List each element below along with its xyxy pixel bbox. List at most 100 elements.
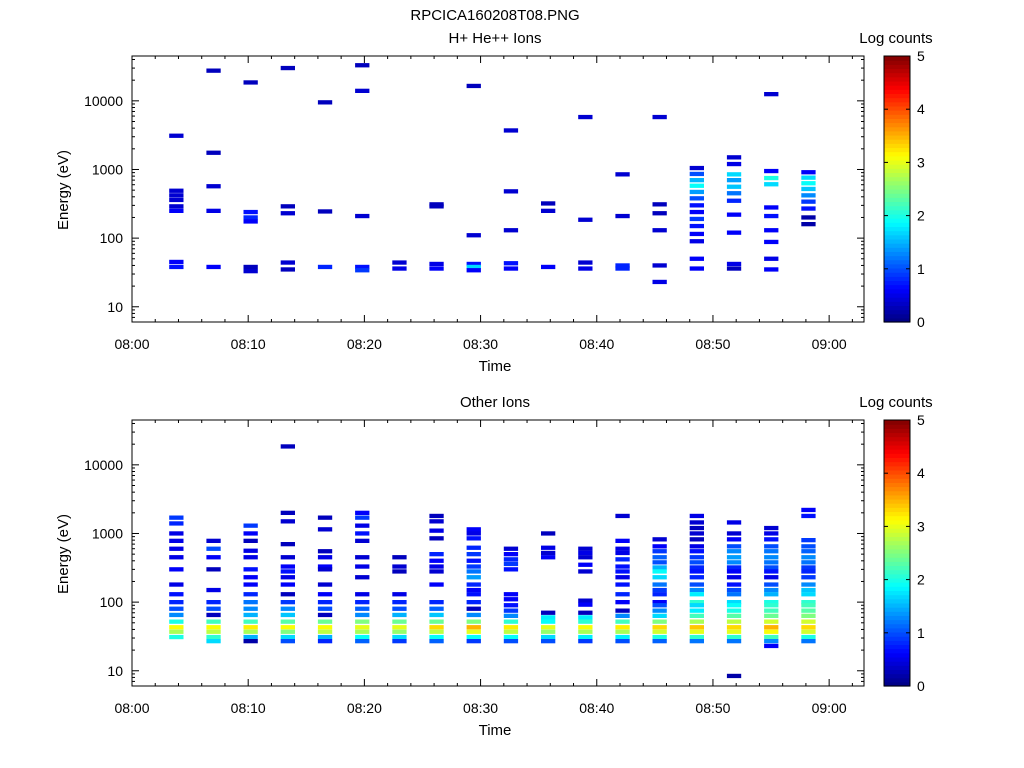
heatmap-cell [280,575,295,580]
heatmap-cell [169,521,184,526]
heatmap-cell [652,537,667,542]
heatmap-cell [280,65,295,71]
colorbar-segment [884,272,910,277]
colorbar-frame [883,419,911,687]
heatmap-cell [726,261,742,267]
heatmap-cell [503,603,519,608]
heatmap-cell [280,619,295,624]
heatmap-cell [652,555,667,560]
colorbar-segment [884,243,910,248]
colorbar-segment [884,238,910,244]
heatmap-cell [541,208,556,213]
heatmap-cell [801,587,816,593]
colorbar-segment [884,60,910,65]
heatmap-cell [801,608,816,613]
colorbar-segment [884,681,910,687]
heatmap-cell [355,634,370,640]
heatmap-cell [578,569,593,574]
heatmap-cell [280,555,295,560]
heatmap-cell [726,155,742,160]
heatmap-cell [466,612,481,618]
colorbar-tick-label: 0 [917,678,925,694]
heatmap-cell [689,203,704,208]
heatmap-cell [801,215,816,220]
heatmap-cell [726,198,742,203]
colorbar-segment [884,284,910,290]
heatmap-cell [503,567,519,572]
y-axis-label: Energy (eV) [55,514,72,594]
heatmap-cell [801,549,816,554]
heatmap-cell [280,519,295,524]
colorbar-segment [884,130,910,136]
heatmap-cell [652,619,667,624]
heatmap-cell [801,555,816,560]
colorbar-segment [884,89,910,95]
heatmap-cell [689,537,704,542]
heatmap-cell [652,629,667,634]
heatmap-cell [726,603,742,608]
colorbar-segment [884,76,910,82]
heatmap-cell [764,600,779,605]
colorbar-segment [884,122,910,128]
heatmap-cell [615,613,630,618]
heatmap-cell [503,557,519,562]
heatmap-cell [726,673,742,679]
heatmap-cell [169,204,184,209]
heatmap-cell [355,264,370,270]
heatmap-cell [689,183,704,188]
heatmap-cell [652,544,667,549]
heatmap-cell [689,525,704,531]
colorbar-segment [884,64,910,70]
heatmap-cell [615,569,630,574]
heatmap-cell [503,629,519,634]
colorbar-segment [884,482,910,488]
colorbar-segment [884,213,910,219]
heatmap-cell [355,555,370,560]
heatmap-cell [429,582,444,587]
heatmap-cell [689,513,704,519]
colorbar-segment [884,230,910,236]
colorbar-segment [884,420,910,425]
heatmap-cell [392,555,407,560]
heatmap-cell [169,259,184,265]
colorbar-segment [884,155,910,161]
heatmap-cell [615,619,630,624]
heatmap-cell [541,634,556,640]
y-tick-label: 1000 [92,161,123,177]
heatmap-cell [578,639,593,644]
heatmap-cell [615,266,630,271]
x-tick-label: 08:10 [231,700,266,716]
heatmap-cell [355,213,370,219]
colorbar-segment [884,607,910,612]
heatmap-cell [206,555,221,560]
heatmap-cell [689,629,704,634]
colorbar-segment [884,474,910,479]
heatmap-cell [429,204,444,209]
heatmap-cell [392,592,407,597]
colorbar-segment [884,205,910,211]
heatmap-cell [578,562,593,567]
heatmap-cell [541,545,556,550]
heatmap-cell [689,209,704,215]
heatmap-cell [578,217,593,222]
heatmap-cell [801,600,816,605]
heatmap-cell [503,552,519,557]
heatmap-cell [243,531,258,536]
heatmap-cell [280,510,295,515]
colorbar-tick-label: 5 [917,412,925,428]
heatmap-cell [317,639,333,644]
heatmap-cell [280,444,295,449]
x-axis-label: Time [479,358,512,375]
heatmap-cell [466,552,481,557]
heatmap-cell [317,264,333,270]
axes: 08:00 08:10 08:20 08:30 08:40 08:50 09:00 10 100… [84,419,865,716]
heatmap-cell [801,619,816,624]
heatmap-cell [578,634,593,640]
heatmap-cell [169,133,184,138]
heatmap-cell [764,549,779,554]
colorbar-segment [884,636,910,641]
heatmap-cell [243,567,258,572]
heatmap-cell [689,555,704,560]
heatmap-cell [280,592,295,597]
heatmap-cell [689,639,704,644]
